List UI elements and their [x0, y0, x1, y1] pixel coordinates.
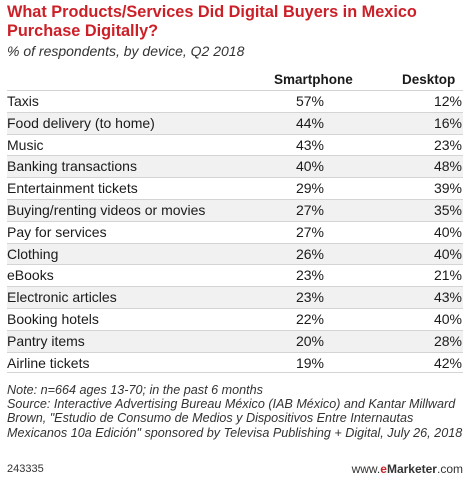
smartphone-value: 40% — [295, 158, 324, 175]
table-row: Food delivery (to home) 44% 16% — [7, 111, 463, 134]
desktop-value: 35% — [433, 201, 462, 218]
smartphone-value: 57% — [295, 93, 324, 109]
table-row: Pantry items 20% 28% — [7, 329, 463, 352]
source-text: Source: Interactive Advertising Bureau M… — [7, 397, 463, 440]
smartphone-value: 27% — [295, 201, 324, 218]
desktop-value: 16% — [433, 114, 462, 131]
smartphone-value: 26% — [295, 245, 324, 262]
table-row: Banking transactions 40% 48% — [7, 155, 463, 178]
smartphone-value: 22% — [295, 310, 324, 327]
desktop-value: 40% — [433, 245, 462, 262]
row-label: Taxis — [7, 93, 39, 109]
desktop-value: 42% — [433, 354, 462, 371]
table-row: Airline tickets 19% 42% — [7, 351, 463, 374]
smartphone-value: 23% — [295, 267, 324, 284]
row-label: Pantry items — [7, 332, 85, 349]
row-label: Music — [7, 136, 44, 153]
data-table: Taxis 57% 12% Food delivery (to home) 44% 16%… — [7, 90, 463, 374]
chart-subtitle: % of respondents, by device, Q2 2018 — [7, 43, 245, 59]
column-header-smartphone: Smartphone — [274, 72, 353, 87]
desktop-value: 12% — [433, 93, 462, 109]
table-row: eBooks 23% 21% — [7, 264, 463, 286]
table-row: Entertainment tickets 29% 39% — [7, 177, 463, 199]
desktop-value: 21% — [433, 267, 462, 284]
chart-title: What Products/Services Did Digital Buyer… — [7, 3, 417, 40]
smartphone-value: 19% — [295, 354, 324, 371]
brand-logo[interactable]: www.eMarketer.com — [352, 462, 463, 476]
row-label: Booking hotels — [7, 310, 99, 327]
row-label: Pay for services — [7, 223, 107, 240]
desktop-value: 39% — [433, 180, 462, 197]
brand-suffix: .com — [436, 462, 463, 476]
row-label: Buying/renting videos or movies — [7, 201, 206, 218]
smartphone-value: 43% — [295, 136, 324, 153]
table-row: Clothing 26% 40% — [7, 242, 463, 265]
brand-name: Marketer — [386, 462, 437, 476]
row-label: Clothing — [7, 245, 59, 262]
row-label: eBooks — [7, 267, 54, 284]
brand-prefix: www. — [351, 462, 381, 476]
desktop-value: 28% — [433, 332, 462, 349]
smartphone-value: 27% — [295, 223, 324, 240]
row-label: Food delivery (to home) — [7, 114, 155, 131]
smartphone-value: 23% — [295, 289, 324, 306]
smartphone-value: 20% — [295, 332, 324, 349]
row-label: Banking transactions — [7, 158, 137, 175]
table-row: Taxis 57% 12% — [7, 90, 463, 112]
smartphone-value: 29% — [295, 180, 324, 197]
desktop-value: 40% — [433, 223, 462, 240]
row-label: Entertainment tickets — [7, 180, 138, 197]
desktop-value: 48% — [433, 158, 462, 175]
note-text: Note: n=664 ages 13-70; in the past 6 mo… — [7, 383, 263, 397]
desktop-value: 23% — [433, 136, 462, 153]
table-row: Buying/renting videos or movies 27% 35% — [7, 198, 463, 221]
column-header-desktop: Desktop — [402, 72, 456, 87]
table-row: Music 43% 23% — [7, 133, 463, 156]
row-label: Airline tickets — [7, 354, 90, 371]
desktop-value: 40% — [433, 310, 462, 327]
row-label: Electronic articles — [7, 289, 117, 306]
table-row: Electronic articles 23% 43% — [7, 286, 463, 308]
table-row: Booking hotels 22% 40% — [7, 307, 463, 330]
chart-id: 243335 — [7, 463, 44, 475]
notes-block: Note: n=664 ages 13-70; in the past 6 mo… — [7, 383, 463, 440]
desktop-value: 43% — [433, 289, 462, 306]
table-row: Pay for services 27% 40% — [7, 220, 463, 243]
smartphone-value: 44% — [295, 114, 324, 131]
brand-e: e — [380, 462, 387, 476]
